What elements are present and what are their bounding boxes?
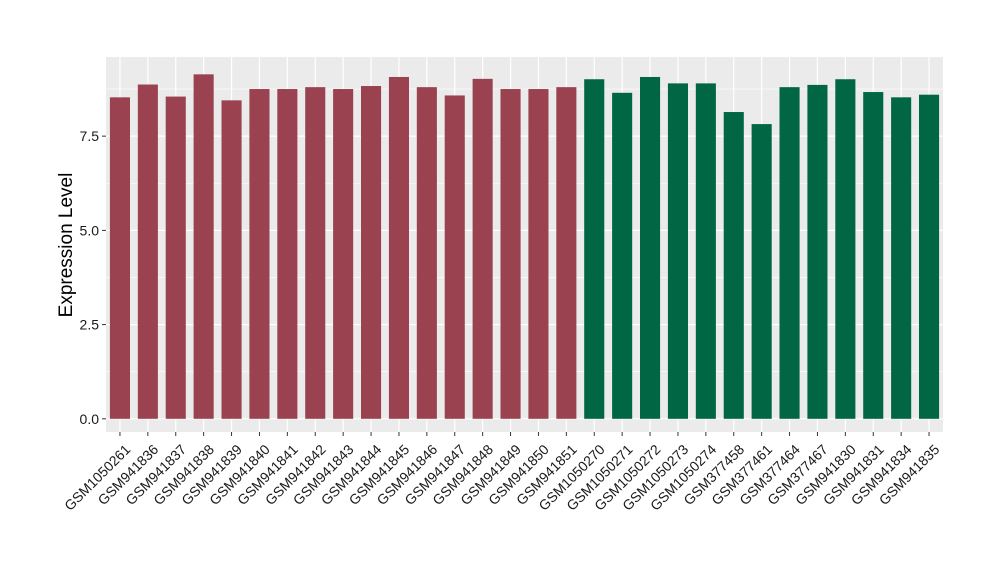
bar-GSM1050274 <box>695 83 716 419</box>
bar-GSM377461 <box>751 124 772 419</box>
y-tick-label: 2.5 <box>80 317 100 333</box>
bar-GSM1050271 <box>612 92 633 419</box>
bar-GSM941840 <box>249 89 270 419</box>
y-tick-label: 0.0 <box>80 411 100 427</box>
bar-GSM941836 <box>137 84 158 419</box>
bar-GSM1050270 <box>584 79 605 419</box>
bar-GSM941834 <box>891 97 912 419</box>
bar-GSM941841 <box>277 89 298 419</box>
bar-GSM941838 <box>193 74 214 419</box>
y-tick-label: 7.5 <box>80 128 100 144</box>
bar-GSM941849 <box>500 89 521 419</box>
y-axis: 0.0 2.5 5.0 7.5 <box>80 128 106 427</box>
bar-GSM377467 <box>807 84 828 419</box>
bar-GSM941846 <box>416 87 437 419</box>
y-tick-label: 5.0 <box>80 222 100 238</box>
plot-panel <box>106 57 943 432</box>
bar-GSM941842 <box>305 87 326 419</box>
bar-GSM941850 <box>528 89 549 419</box>
bar-GSM941837 <box>165 96 186 419</box>
bar-GSM377458 <box>723 112 744 419</box>
bar-GSM941848 <box>472 78 493 419</box>
bar-GSM377464 <box>779 87 800 419</box>
bar-GSM941831 <box>863 92 884 419</box>
bar-GSM941851 <box>556 87 577 419</box>
bar-GSM941830 <box>835 79 856 419</box>
bar-GSM941835 <box>919 94 940 419</box>
bars-group <box>109 74 940 419</box>
bar-GSM1050261 <box>109 97 130 419</box>
y-axis-title: Expression Level <box>56 173 77 318</box>
bar-GSM941843 <box>333 89 354 419</box>
minor-gridlines <box>106 88 943 372</box>
bar-GSM941844 <box>361 86 382 419</box>
bar-GSM941847 <box>444 95 465 419</box>
x-axis: GSM1050261GSM941836GSM941837GSM941838GSM… <box>61 432 943 514</box>
bar-GSM941839 <box>221 100 242 419</box>
bar-GSM1050272 <box>640 76 661 419</box>
bar-GSM941845 <box>388 76 409 419</box>
bar-GSM1050273 <box>667 83 688 419</box>
